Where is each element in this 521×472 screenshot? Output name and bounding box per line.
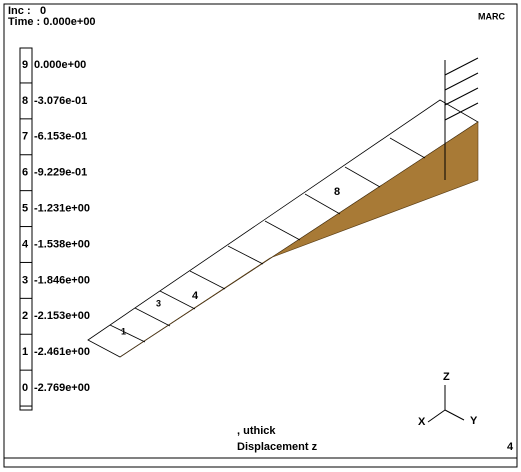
- legend-value: -2.769e+00: [34, 382, 90, 394]
- element-label: 3: [156, 298, 161, 308]
- axis-y: Y: [470, 415, 478, 427]
- axis-z: Z: [443, 371, 450, 383]
- time: Time : 0.000e+00: [8, 16, 96, 28]
- legend-value: -1.538e+00: [34, 238, 90, 250]
- element-label: 1: [121, 326, 126, 336]
- legend-index: 7: [22, 131, 28, 143]
- element-label: 4: [192, 290, 199, 302]
- legend-index: 0: [22, 382, 28, 394]
- footer-index: 4: [507, 441, 514, 453]
- logo: MARC: [478, 11, 505, 21]
- legend-index: 4: [22, 238, 29, 250]
- legend-index: 8: [22, 95, 28, 107]
- legend-value: -1.846e+00: [34, 274, 90, 286]
- element-label: 8: [334, 186, 340, 198]
- legend-index: 3: [22, 274, 28, 286]
- legend-value: -6.153e-01: [34, 131, 87, 143]
- legend-value: -9.229e-01: [34, 167, 87, 179]
- footer-line1: , uthick: [237, 425, 276, 437]
- legend-index: 2: [22, 310, 28, 322]
- legend-value: -3.076e-01: [34, 95, 87, 107]
- axis-x: X: [418, 416, 426, 428]
- footer-line2: Displacement z: [237, 441, 318, 453]
- legend-index: 9: [22, 59, 28, 71]
- legend-value: 0.000e+00: [34, 59, 86, 71]
- viewport: Inc : 0 Time : 0.000e+00 MARC 90.000e+00…: [0, 0, 521, 472]
- legend-index: 1: [22, 346, 28, 358]
- legend-index: 6: [22, 167, 28, 179]
- legend-value: -1.231e+00: [34, 203, 90, 215]
- legend-value: -2.461e+00: [34, 346, 90, 358]
- legend-value: -2.153e+00: [34, 310, 90, 322]
- legend-index: 5: [22, 203, 28, 215]
